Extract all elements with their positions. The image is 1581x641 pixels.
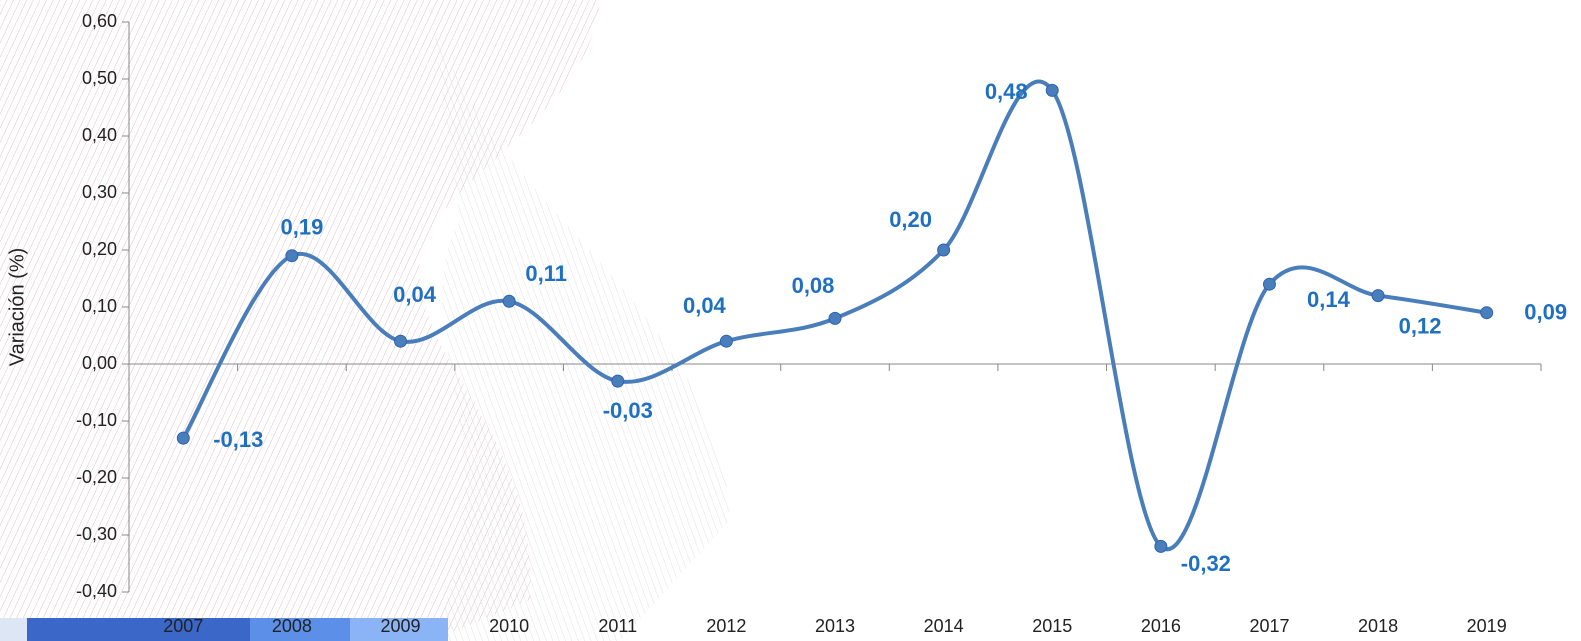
x-tick-label: 2011: [598, 616, 637, 636]
value-label: 0,14: [1307, 287, 1351, 312]
marker: [1154, 539, 1168, 553]
x-tick-label: 2013: [815, 616, 855, 636]
x-tick-label: 2008: [272, 616, 312, 636]
x-tick-label: 2018: [1358, 616, 1398, 636]
marker: [1371, 289, 1385, 303]
value-label: 0,09: [1524, 300, 1567, 325]
x-tick-label: 2014: [924, 616, 964, 636]
marker: [285, 249, 299, 263]
marker: [1262, 277, 1276, 291]
marker: [719, 334, 733, 348]
value-label: 0,20: [889, 207, 932, 232]
y-tick-label: 0,40: [82, 125, 117, 145]
value-label: 0,04: [683, 293, 727, 318]
value-label: -0,32: [1181, 551, 1231, 576]
value-label: 0,04: [393, 282, 437, 307]
x-tick-label: 2012: [706, 616, 746, 636]
y-tick-label: 0,30: [82, 182, 117, 202]
value-label: -0,03: [603, 398, 653, 423]
marker: [1480, 306, 1494, 320]
y-tick-label: 0,10: [82, 296, 117, 316]
marker: [502, 294, 516, 308]
y-tick-label: 0,20: [82, 239, 117, 259]
y-tick-label: -0,40: [76, 581, 117, 601]
value-label: 0,11: [525, 261, 567, 286]
y-tick-label: 0,50: [82, 68, 117, 88]
value-label: 0,48: [985, 79, 1028, 104]
x-tick-label: 2016: [1141, 616, 1181, 636]
marker: [611, 374, 625, 388]
x-tick-label: 2015: [1032, 616, 1072, 636]
x-tick-label: 2007: [163, 616, 203, 636]
value-label: 0,08: [792, 273, 835, 298]
x-tick-label: 2009: [381, 616, 421, 636]
x-tick-label: 2010: [489, 616, 529, 636]
y-tick-label: -0,30: [76, 524, 117, 544]
value-label: -0,13: [213, 427, 263, 452]
marker: [937, 243, 951, 257]
marker: [1045, 83, 1059, 97]
y-tick-label: -0,10: [76, 410, 117, 430]
x-tick-label: 2019: [1467, 616, 1507, 636]
marker: [828, 311, 842, 325]
value-label: 0,12: [1399, 313, 1442, 338]
x-tick-label: 2017: [1249, 616, 1289, 636]
y-axis-title: Variación (%): [6, 248, 28, 367]
marker: [394, 334, 408, 348]
marker: [176, 431, 190, 445]
value-label: 0,19: [281, 215, 324, 240]
y-tick-label: 0,60: [82, 11, 117, 31]
background-decoration: [0, 0, 730, 641]
y-tick-label: 0,00: [82, 353, 117, 373]
y-tick-label: -0,20: [76, 467, 117, 487]
